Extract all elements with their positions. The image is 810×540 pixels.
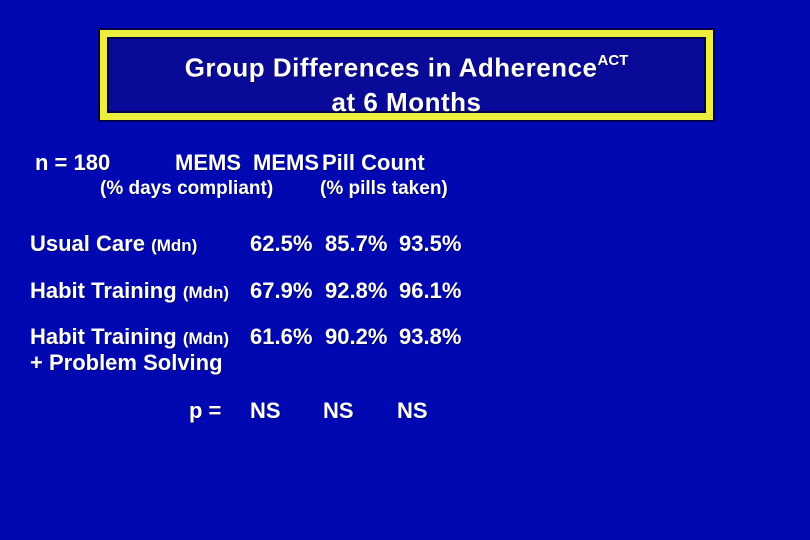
row-label-name: Habit Training xyxy=(30,324,177,349)
row-label: Usual Care (Mdn) xyxy=(30,232,197,258)
row-label-qualifier: (Mdn) xyxy=(151,236,198,255)
slide-title-text: Group Differences in Adherence xyxy=(184,52,598,83)
cell-value: 92.8% xyxy=(325,278,388,303)
cell-value: 85.7% xyxy=(325,231,388,256)
cell-value: 67.9% xyxy=(250,278,313,303)
row-label: Habit Training (Mdn) xyxy=(30,279,229,305)
p-value: NS xyxy=(397,398,428,423)
column-header-pill-count: Pill Count xyxy=(322,150,425,175)
column-header-mems-2: MEMS xyxy=(253,150,319,175)
row-label: Habit Training (Mdn) xyxy=(30,325,229,351)
column-header-mems-1: MEMS xyxy=(175,150,241,175)
row-label-qualifier: (Mdn) xyxy=(182,283,230,302)
sample-size-label: n = 180 xyxy=(35,150,111,175)
slide-title-line2: at 6 Months xyxy=(331,86,482,117)
slide-title-superscript: ACT xyxy=(597,52,629,69)
p-value: NS xyxy=(323,398,354,423)
slide-title-line1: Group Differences in AdherenceACT xyxy=(107,46,706,85)
title-box: Group Differences in AdherenceACT at 6 M… xyxy=(100,30,713,120)
cell-value: 93.8% xyxy=(399,324,462,349)
row-label-name: Habit Training xyxy=(30,278,177,303)
subheader-days-compliant: (% days compliant) xyxy=(100,178,274,199)
row-label-line2: + Problem Solving xyxy=(30,350,223,375)
cell-value: 61.6% xyxy=(250,324,313,349)
row-label-name: Usual Care xyxy=(30,231,145,256)
p-equals-label: p = xyxy=(189,398,222,423)
cell-value: 96.1% xyxy=(399,278,462,303)
row-label-qualifier: (Mdn) xyxy=(182,329,230,348)
cell-value: 62.5% xyxy=(250,231,313,256)
subheader-pills-taken: (% pills taken) xyxy=(320,178,448,199)
cell-value: 90.2% xyxy=(325,324,388,349)
cell-value: 93.5% xyxy=(399,231,462,256)
p-value: NS xyxy=(250,398,281,423)
